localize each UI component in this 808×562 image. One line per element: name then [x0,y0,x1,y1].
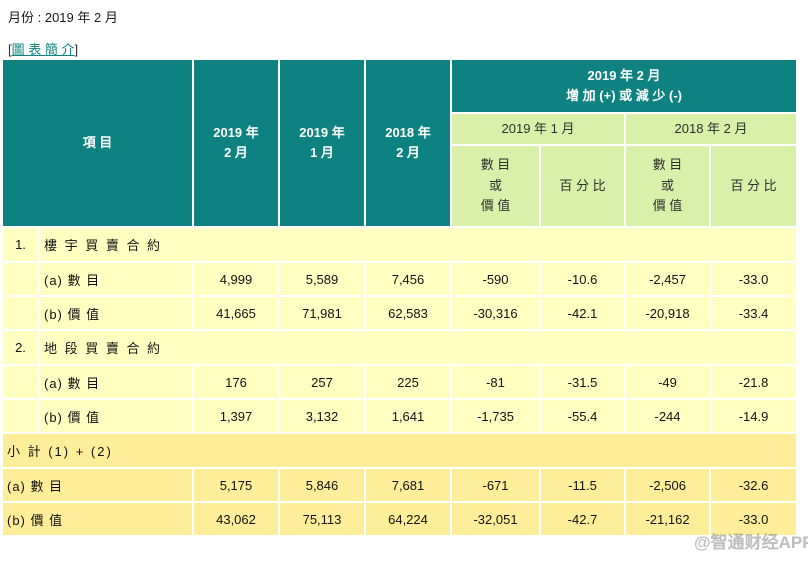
value-cell: -31.5 [541,366,624,398]
value-cell: -21.8 [711,366,797,398]
header-vs-2018-02: 2018 年 2 月 [626,114,797,144]
header-num-or-value-2: 數 目 或 價 值 [626,146,709,226]
value-cell: -42.7 [541,503,624,535]
statistics-table: 項 目 2019 年 2 月 2019 年 1 月 2018 年 2 月 201… [1,58,799,537]
value-cell: 64,224 [366,503,450,535]
section-2-title-row: 2. 地 段 買 賣 合 約 [3,331,797,364]
subtotal-title: 小 計 (1) + (2) [3,434,797,467]
value-cell: -2,506 [626,469,709,501]
header-col-2019-02: 2019 年 2 月 [194,60,278,226]
header-percentage-2: 百 分 比 [711,146,797,226]
value-cell: -32,051 [452,503,539,535]
link-close-bracket: ] [74,42,79,57]
value-cell: 7,681 [366,469,450,501]
value-cell: 176 [194,366,278,398]
header-item: 項 目 [3,60,192,226]
value-cell: 3,132 [280,400,364,432]
table-row: (a) 數 目 176 257 225 -81 -31.5 -49 -21.8 [3,366,797,398]
value-cell: 62,583 [366,297,450,329]
value-cell: -11.5 [541,469,624,501]
section-number: 1. [3,228,38,261]
row-label: (b) 價 值 [3,503,192,535]
link-open-bracket: [ [8,42,12,57]
month-label: 月份 : 2019 年 2 月 [8,10,118,25]
value-cell: 1,641 [366,400,450,432]
row-label: (a) 數 目 [40,263,192,295]
empty-cell [3,366,38,398]
value-cell: 5,846 [280,469,364,501]
header-col-2019-01: 2019 年 1 月 [280,60,364,226]
row-label: (b) 價 值 [40,400,192,432]
value-cell: 71,981 [280,297,364,329]
table-row: (a) 數 目 5,175 5,846 7,681 -671 -11.5 -2,… [3,469,797,501]
value-cell: -2,457 [626,263,709,295]
value-cell: 257 [280,366,364,398]
subtotal-title-row: 小 計 (1) + (2) [3,434,797,467]
value-cell: -33.0 [711,503,797,535]
value-cell: 5,175 [194,469,278,501]
value-cell: 41,665 [194,297,278,329]
value-cell: 5,589 [280,263,364,295]
value-cell: -33.4 [711,297,797,329]
header-col-2018-02: 2018 年 2 月 [366,60,450,226]
value-cell: -20,918 [626,297,709,329]
header-vs-2019-01: 2019 年 1 月 [452,114,624,144]
header-percentage-1: 百 分 比 [541,146,624,226]
value-cell: -14.9 [711,400,797,432]
value-cell: -244 [626,400,709,432]
chart-intro-link[interactable]: 圖 表 簡 介 [11,42,75,57]
header-num-or-value-1: 數 目 或 價 值 [452,146,539,226]
section-number: 2. [3,331,38,364]
section-title: 地 段 買 賣 合 約 [40,331,797,364]
value-cell: -30,316 [452,297,539,329]
value-cell: 225 [366,366,450,398]
empty-cell [3,400,38,432]
value-cell: -42.1 [541,297,624,329]
value-cell: 4,999 [194,263,278,295]
empty-cell [3,297,38,329]
value-cell: -55.4 [541,400,624,432]
value-cell: -10.6 [541,263,624,295]
table-row: (b) 價 值 1,397 3,132 1,641 -1,735 -55.4 -… [3,400,797,432]
row-label: (a) 數 目 [40,366,192,398]
value-cell: 7,456 [366,263,450,295]
value-cell: 75,113 [280,503,364,535]
value-cell: -33.0 [711,263,797,295]
table-row: (a) 數 目 4,999 5,589 7,456 -590 -10.6 -2,… [3,263,797,295]
empty-cell [3,263,38,295]
value-cell: -671 [452,469,539,501]
value-cell: -590 [452,263,539,295]
value-cell: -81 [452,366,539,398]
value-cell: -32.6 [711,469,797,501]
section-1-title-row: 1. 樓 宇 買 賣 合 約 [3,228,797,261]
value-cell: 43,062 [194,503,278,535]
section-title: 樓 宇 買 賣 合 約 [40,228,797,261]
value-cell: -21,162 [626,503,709,535]
row-label: (a) 數 目 [3,469,192,501]
row-label: (b) 價 值 [40,297,192,329]
value-cell: 1,397 [194,400,278,432]
table-row: (b) 價 值 41,665 71,981 62,583 -30,316 -42… [3,297,797,329]
value-cell: -1,735 [452,400,539,432]
table-row: (b) 價 值 43,062 75,113 64,224 -32,051 -42… [3,503,797,535]
header-change-group: 2019 年 2 月 增 加 (+) 或 減 少 (-) [452,60,797,112]
value-cell: -49 [626,366,709,398]
chart-intro-link-line: [圖 表 簡 介] [8,39,78,58]
